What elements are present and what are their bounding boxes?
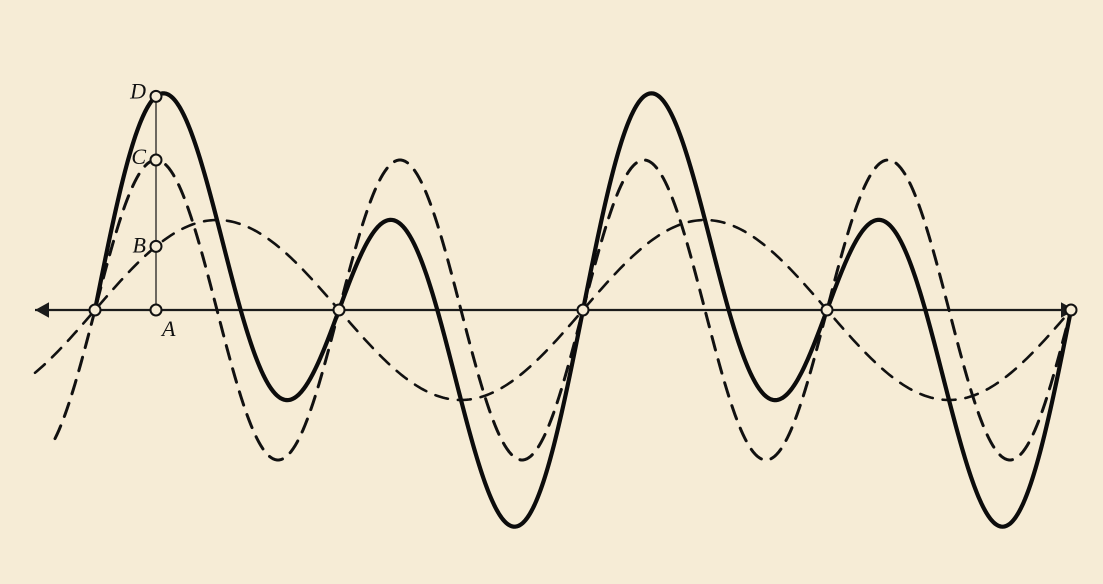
- zero-crossing-marker: [822, 305, 833, 316]
- point-C: [151, 155, 162, 166]
- point-B: [151, 241, 162, 252]
- point-A: [151, 305, 162, 316]
- wave-diagram: A B C D: [0, 0, 1103, 584]
- zero-crossing-marker: [578, 305, 589, 316]
- label-A: A: [160, 316, 176, 341]
- label-D: D: [129, 78, 146, 103]
- diagram-svg: A B C D: [0, 0, 1103, 584]
- label-C: C: [131, 144, 146, 169]
- zero-crossing-marker: [334, 305, 345, 316]
- label-B: B: [133, 232, 146, 257]
- zero-crossing-marker: [90, 305, 101, 316]
- point-D: [151, 91, 162, 102]
- zero-crossing-marker: [1066, 305, 1077, 316]
